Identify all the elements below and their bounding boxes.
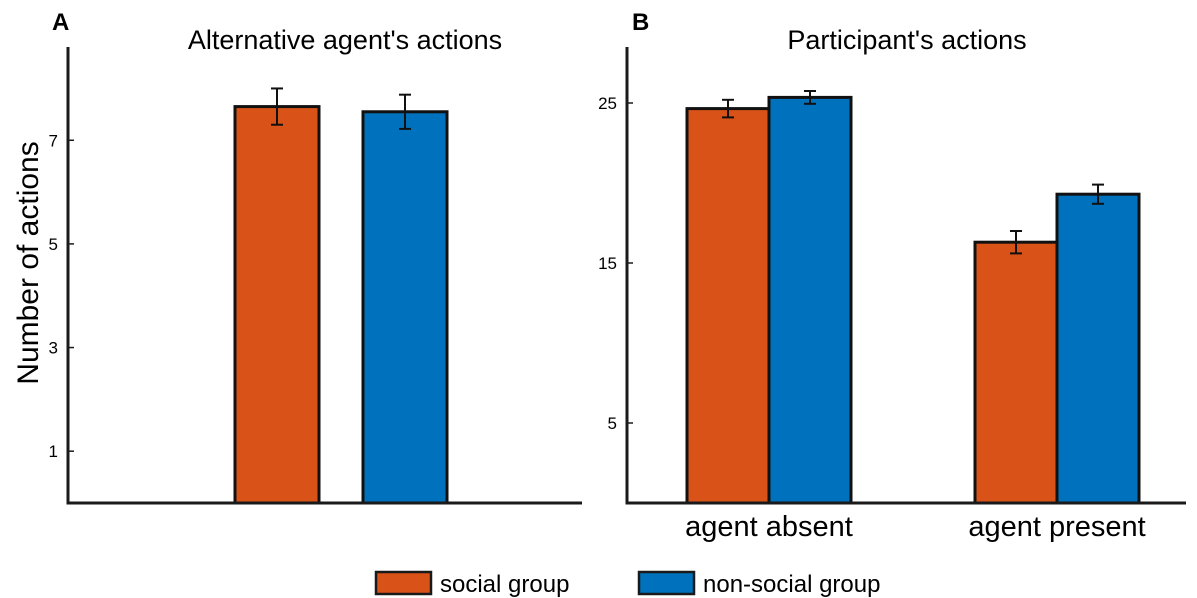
legend-non-social-swatch xyxy=(637,570,696,596)
panel-a-axes xyxy=(66,47,582,505)
panel-b-bars xyxy=(685,95,1141,505)
panel-a-letter: A xyxy=(52,9,69,36)
y-tick-label: 3 xyxy=(49,339,58,358)
panel-b-error-bars xyxy=(722,90,1104,255)
y-tick-label: 15 xyxy=(598,254,617,273)
legend: social group non-social group xyxy=(374,570,880,598)
panel-b-x-tick-labels: agent absent agent present xyxy=(685,511,1146,543)
error-bar xyxy=(271,87,283,126)
panel-a-y-ticks: 1 3 5 7 xyxy=(49,131,74,461)
panel-b-y-ticks: 5 15 25 xyxy=(598,94,633,433)
error-bar xyxy=(399,93,411,130)
bar-social-0 xyxy=(233,105,321,505)
panel-b: B Participant's actions 5 15 25 agent abse… xyxy=(598,9,1186,543)
y-tick-label: 25 xyxy=(598,94,617,113)
panel-a-bars xyxy=(233,105,449,505)
bar-non-social-0 xyxy=(767,95,853,505)
bar-non-social-0 xyxy=(361,110,449,505)
error-bar xyxy=(1010,230,1022,255)
panel-a-error-bars xyxy=(271,87,411,130)
panel-a-title: Alternative agent's actions xyxy=(188,25,502,55)
y-tick-label: 1 xyxy=(49,442,58,461)
y-tick-label: 5 xyxy=(608,414,617,433)
legend-non-social-label: non-social group xyxy=(703,571,880,598)
y-tick-label: 5 xyxy=(49,235,58,254)
bar-social-0 xyxy=(685,107,771,505)
panel-a: A Alternative agent's actions Number of … xyxy=(12,9,582,505)
x-tick-label: agent absent xyxy=(685,511,853,543)
bar-non-social-1 xyxy=(1055,192,1141,505)
error-bar xyxy=(722,98,734,119)
error-bar xyxy=(804,90,816,105)
panel-b-axes xyxy=(625,47,1186,505)
legend-social-swatch xyxy=(374,570,433,596)
x-tick-label: agent present xyxy=(968,511,1145,543)
bar-social-1 xyxy=(973,240,1059,505)
panel-b-letter: B xyxy=(632,9,649,36)
y-tick-label: 7 xyxy=(49,131,58,150)
panel-a-y-axis-label: Number of actions xyxy=(12,141,45,384)
error-bar xyxy=(1092,183,1104,205)
legend-social-label: social group xyxy=(440,571,569,598)
panel-b-title: Participant's actions xyxy=(787,25,1026,55)
